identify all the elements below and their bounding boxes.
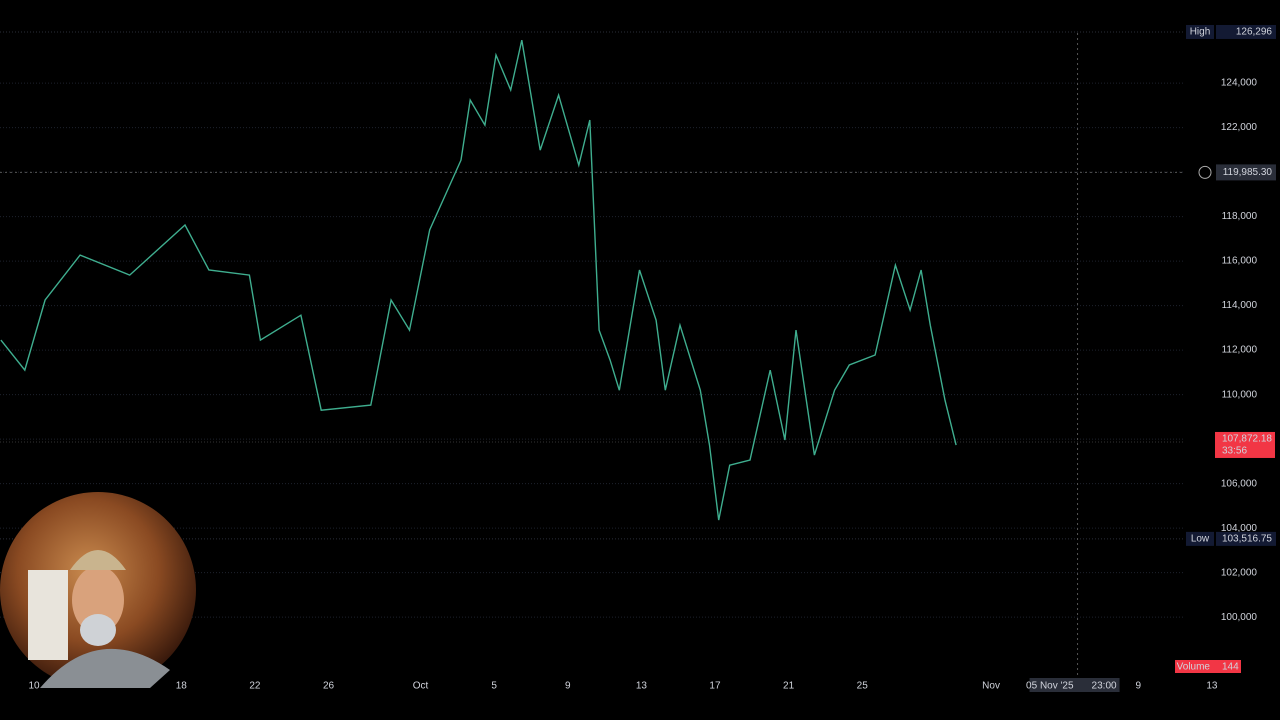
x-tick-label: 13 xyxy=(1206,681,1218,692)
volume-tag-bg xyxy=(1175,660,1241,673)
last-price-value: 107,872.18 xyxy=(1222,434,1272,445)
price-tag: Low xyxy=(1191,534,1210,545)
x-tick-label: 10 xyxy=(28,681,40,692)
price-tag-bg xyxy=(1186,531,1214,546)
y-tick-label: 106,000 xyxy=(1221,478,1258,489)
x-tick-label: 22 xyxy=(249,681,261,692)
crosshair-value: 119,985.30 xyxy=(1223,167,1273,178)
x-tick-label: 26 xyxy=(323,681,335,692)
y-tick-label: 116,000 xyxy=(1222,256,1258,267)
x-tick-label: 9 xyxy=(565,681,571,692)
volume-name: Volume xyxy=(1177,662,1211,673)
x-tick-label: 13 xyxy=(636,681,648,692)
x-tick-label: 25 xyxy=(857,681,869,692)
x-tick-label: 5 xyxy=(491,681,497,692)
y-tick-label: 100,000 xyxy=(1221,612,1258,623)
y-tick-label: 112,000 xyxy=(1222,345,1258,356)
x-tick-label: Nov xyxy=(982,681,1000,692)
price-value: 103,516.75 xyxy=(1222,534,1272,545)
price-tag-bg xyxy=(1186,24,1214,39)
y-tick-label: 122,000 xyxy=(1221,122,1258,133)
crosshair-date: 05 Nov '25 xyxy=(1026,681,1074,692)
crosshair-icon xyxy=(1198,165,1212,179)
x-tick-label: 18 xyxy=(176,681,188,692)
y-tick-label: 102,000 xyxy=(1221,567,1258,578)
x-tick-label: 17 xyxy=(709,681,721,692)
price-tag: High xyxy=(1190,27,1211,38)
volume-value: 144 xyxy=(1222,662,1239,673)
crosshair-date-bg xyxy=(1029,678,1120,692)
price-value-bg xyxy=(1216,24,1276,39)
x-tick-label: Oct xyxy=(413,681,429,692)
crosshair-time: 23:00 xyxy=(1092,681,1117,692)
last-price-countdown: 33:56 xyxy=(1222,446,1247,457)
y-tick-label: 118,000 xyxy=(1222,211,1258,222)
price-line xyxy=(0,39,957,521)
price-value: 126,296 xyxy=(1236,27,1273,38)
x-tick-label: 21 xyxy=(783,681,795,692)
y-tick-label: 110,000 xyxy=(1222,389,1258,400)
x-tick-label: 9 xyxy=(1136,681,1142,692)
webcam xyxy=(0,492,196,688)
y-tick-label: 124,000 xyxy=(1221,78,1258,89)
price-value-bg xyxy=(1216,531,1276,546)
y-tick-label: 114,000 xyxy=(1222,300,1258,311)
last-price-bg xyxy=(1215,431,1275,458)
crosshair-value-bg xyxy=(1216,164,1276,181)
y-tick-label: 104,000 xyxy=(1221,523,1258,534)
